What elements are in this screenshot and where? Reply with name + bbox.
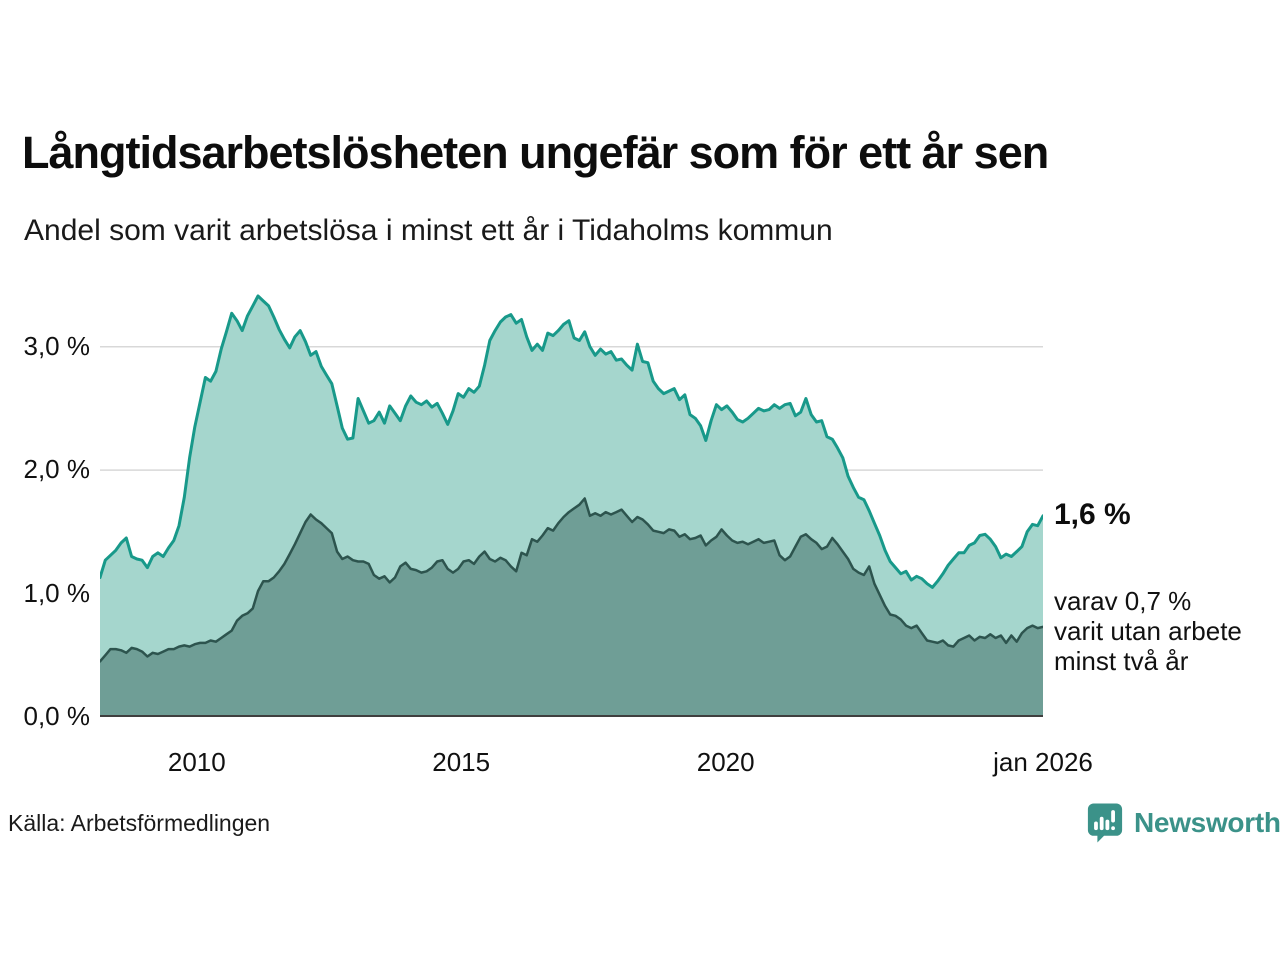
y-axis-labels: 0,0 % 1,0 % 2,0 % 3,0 % <box>0 280 91 731</box>
area-chart <box>100 294 1043 717</box>
page-subtitle: Andel som varit arbetslösa i minst ett å… <box>24 214 833 247</box>
last-value-annotation: 1,6 % <box>1054 498 1131 531</box>
series-line <box>100 497 1043 663</box>
y-tick-label: 1,0 % <box>23 577 91 608</box>
area-fill <box>100 498 1043 717</box>
newsworthy-logo: Newsworthy <box>1086 801 1280 844</box>
secondary-annotation-line: varav 0,7 % <box>1054 586 1192 616</box>
series-line <box>100 294 1043 589</box>
source-attribution: Källa: Arbetsförmedlingen <box>8 810 271 836</box>
speech-bubble-chart-icon <box>1087 803 1123 843</box>
logo-wordmark: Newsworthy <box>1134 806 1280 838</box>
secondary-annotation-line: minst två år <box>1054 646 1189 677</box>
secondary-annotation-line: varit utan arbete <box>1054 616 1242 647</box>
x-tick-label: jan 2026 <box>993 747 1093 777</box>
page-title: Långtidsarbetslösheten ungefär som för e… <box>22 127 1049 178</box>
secondary-annotation: varav 0,7 % varit utan arbete minst två … <box>1054 586 1242 676</box>
x-tick-label: 2010 <box>167 747 226 777</box>
y-tick-label: 3,0 % <box>23 330 91 361</box>
x-tick-label: 2015 <box>432 747 491 777</box>
y-tick-label: 2,0 % <box>23 454 91 485</box>
y-tick-label: 0,0 % <box>23 701 91 731</box>
x-tick-label: 2020 <box>696 747 755 777</box>
x-axis-labels: 2010 2015 2020 jan 2026 <box>100 747 1093 787</box>
